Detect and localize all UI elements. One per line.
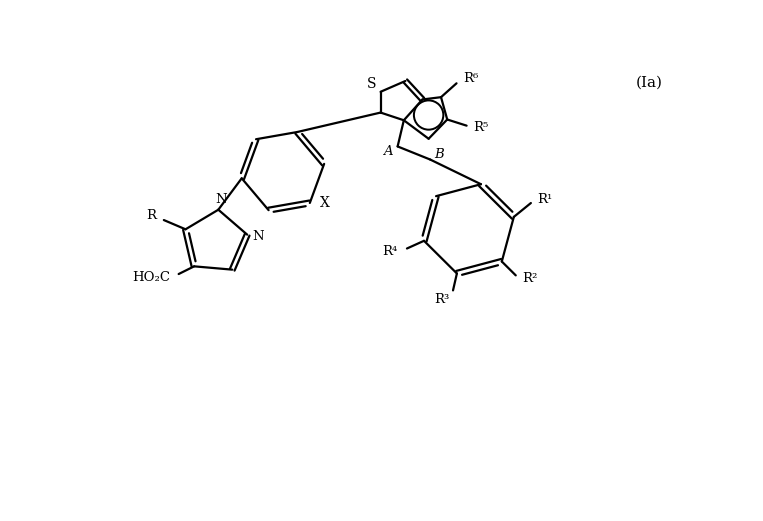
Text: R: R	[146, 209, 156, 222]
Text: B: B	[435, 148, 444, 162]
Text: A: A	[384, 144, 393, 157]
Text: S: S	[366, 77, 376, 91]
Text: R⁴: R⁴	[382, 245, 398, 258]
Text: R²: R²	[522, 272, 537, 285]
Text: N: N	[253, 230, 264, 243]
Text: X: X	[320, 196, 330, 210]
Text: N: N	[216, 193, 227, 206]
Text: R¹: R¹	[537, 193, 552, 206]
Text: HO₂C: HO₂C	[133, 271, 170, 284]
Text: R⁵: R⁵	[473, 121, 488, 134]
Text: R⁶: R⁶	[463, 72, 478, 85]
Text: (Ia): (Ia)	[636, 76, 663, 90]
Text: R³: R³	[433, 293, 449, 306]
